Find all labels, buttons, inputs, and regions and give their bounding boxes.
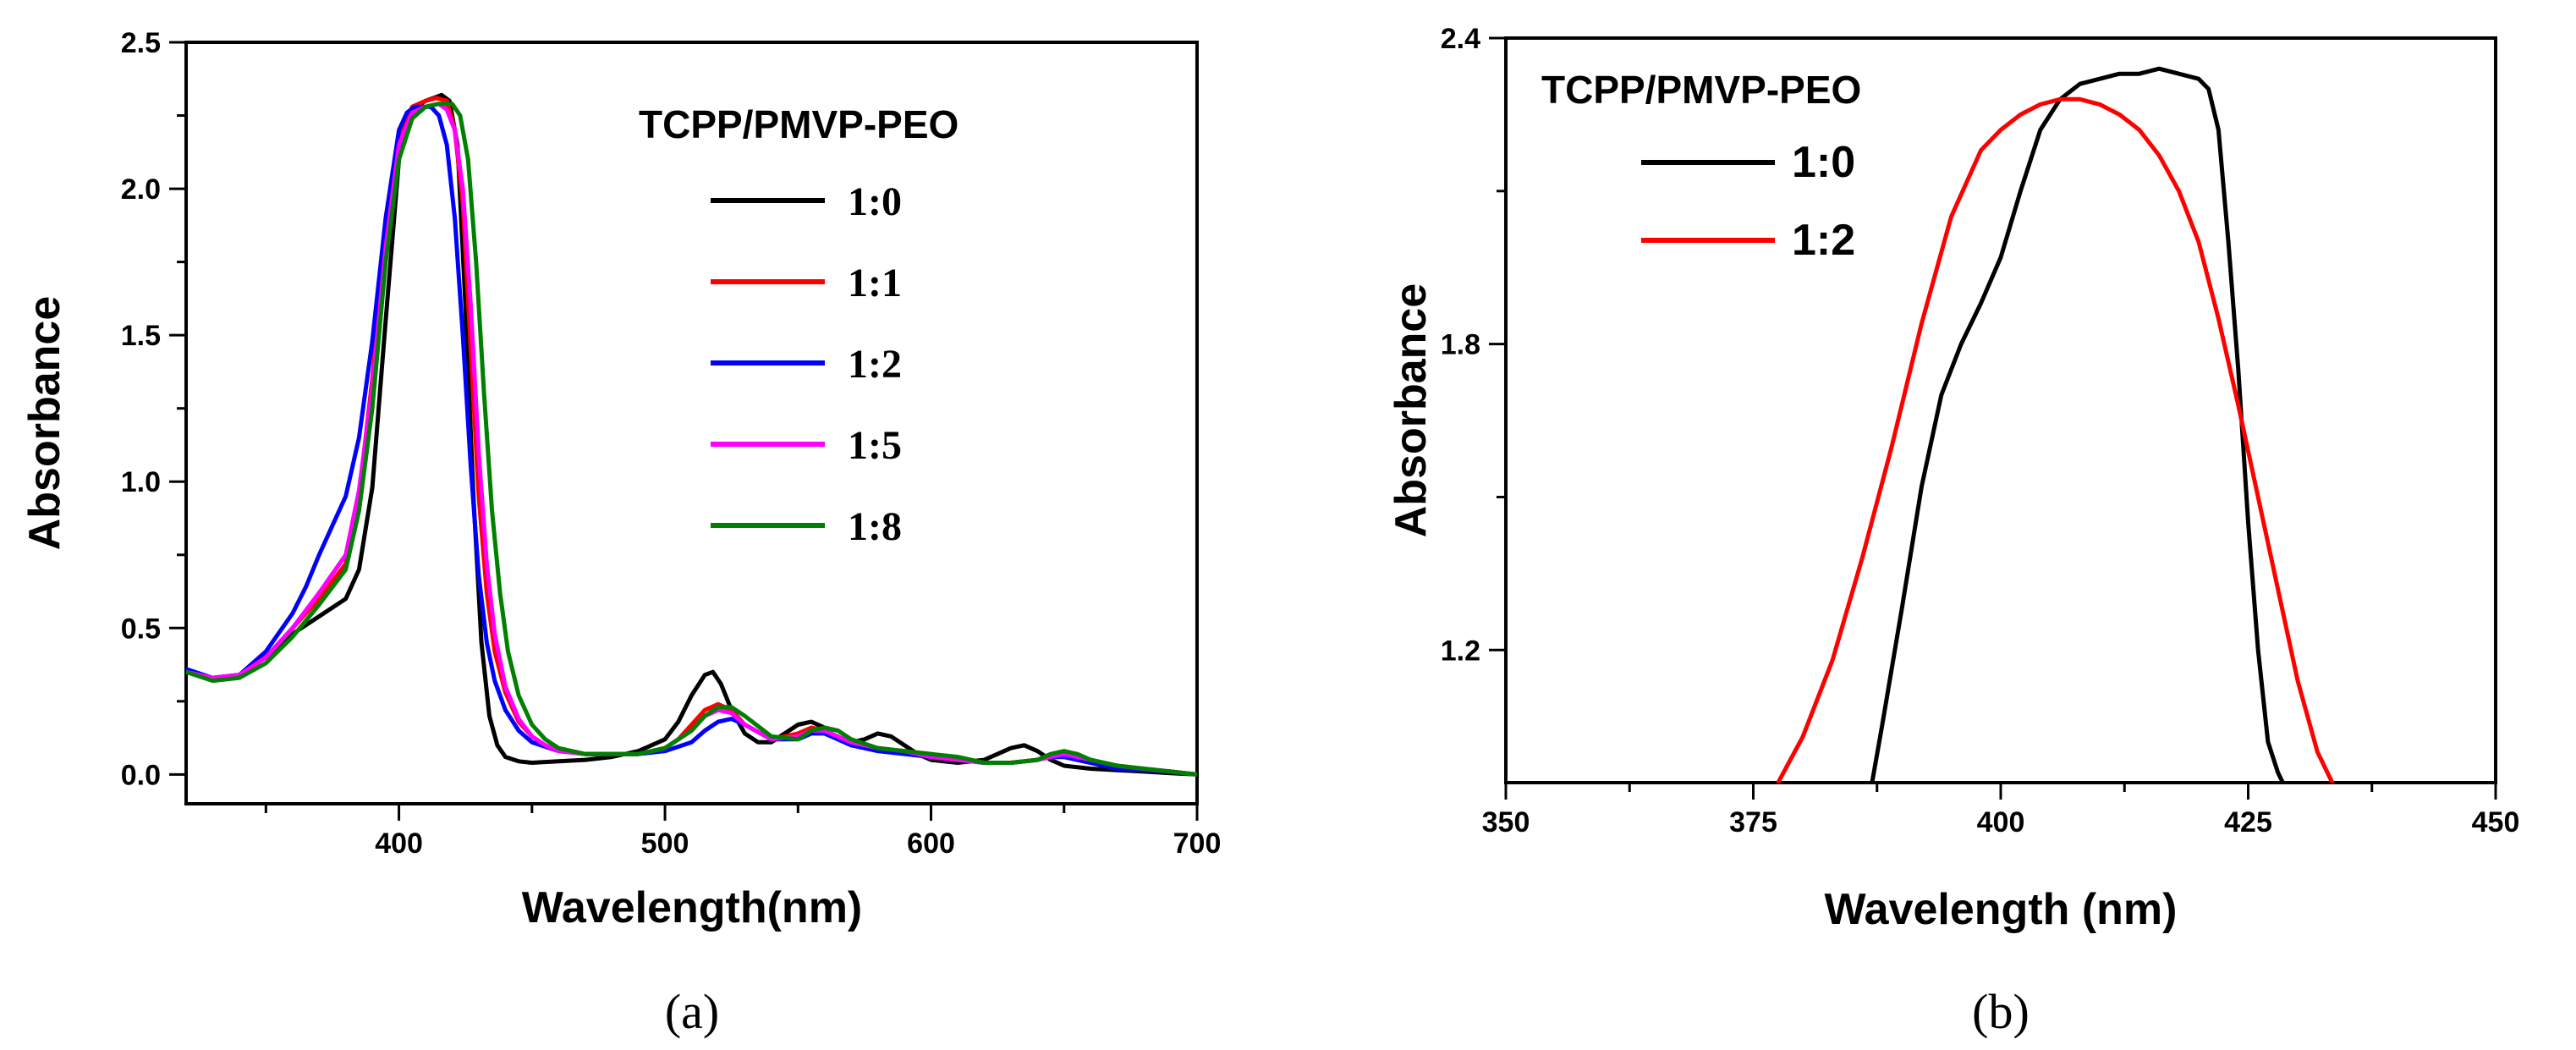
legend-title-a: TCPP/PMVP-PEO: [639, 102, 958, 146]
x-tick-label-a: 600: [907, 827, 955, 860]
x-axis-title-b: Wavelength (nm): [1825, 885, 2178, 934]
panel-b: 350 375 400 425 450 1.2 1.8 2.4 Wavelength (nm…: [1387, 23, 2519, 1039]
series-line-a-1: [186, 96, 1197, 777]
series-line-a-2: [186, 104, 1197, 777]
y-tick-label-a: 1.0: [121, 466, 161, 498]
x-tick-label-b: 375: [1729, 806, 1777, 838]
y-tick-label-b: 2.4: [1441, 23, 1480, 55]
legend-label-a-4: 1:8: [848, 504, 902, 549]
y-tick-label-b: 1.2: [1441, 635, 1480, 667]
x-tick-label-a: 400: [375, 827, 423, 860]
y-axis-a: 0.0 0.5 1.0 1.5 2.0 2.5: [121, 27, 186, 791]
series-line-b-1: [1776, 96, 2335, 783]
series-line-b-0: [1870, 66, 2285, 783]
x-tick-label-a: 700: [1173, 827, 1222, 860]
plot-frame-a: [184, 41, 1199, 805]
caption-b: (b): [1972, 984, 2029, 1039]
x-axis-b: 350 375 400 425 450: [1482, 783, 2520, 838]
x-tick-label-b: 450: [2472, 806, 2520, 838]
legend-label-a-0: 1:0: [848, 179, 902, 224]
series-line-a-4: [186, 102, 1197, 777]
legend-a: 1:0 1:1 1:2 1:5 1:8: [711, 179, 902, 549]
y-axis-title-a: Absorbance: [20, 296, 69, 551]
plot-frame-b: [1504, 36, 2497, 784]
legend-label-a-3: 1:5: [848, 423, 902, 468]
y-tick-label-a: 1.5: [121, 320, 161, 352]
y-tick-label-b: 1.8: [1441, 329, 1480, 361]
x-tick-label-b: 350: [1482, 806, 1530, 838]
x-tick-label-b: 400: [1977, 806, 2025, 838]
legend-b: 1:0 1:2: [1641, 138, 1855, 265]
y-tick-label-a: 0.5: [121, 613, 161, 645]
x-tick-label-b: 425: [2224, 806, 2272, 838]
y-axis-b: 1.2 1.8 2.4: [1441, 23, 1506, 667]
panel-a: 400 500 600 700 0.0 0.5 1.0 1.5 2.0 2.5 Waveleng…: [20, 27, 1221, 1039]
legend-label-a-2: 1:2: [848, 342, 902, 387]
y-axis-title-b: Absorbance: [1387, 283, 1436, 538]
legend-label-a-1: 1:1: [848, 261, 902, 305]
series-line-a-3: [186, 102, 1197, 777]
y-tick-label-a: 0.0: [121, 759, 161, 791]
y-tick-label-a: 2.5: [121, 27, 161, 59]
x-axis-a: 400 500 600 700: [264, 804, 1222, 860]
x-tick-label-a: 500: [641, 827, 689, 860]
y-tick-label-a: 2.0: [121, 173, 161, 206]
series-group-b: [1776, 66, 2335, 783]
caption-a: (a): [665, 984, 719, 1039]
series-group-a: [186, 92, 1197, 777]
legend-title-b: TCPP/PMVP-PEO: [1541, 68, 1861, 112]
legend-label-b-1: 1:2: [1792, 216, 1855, 265]
series-line-a-0: [186, 92, 1197, 777]
legend-label-b-0: 1:0: [1792, 138, 1855, 187]
x-axis-title-a: Wavelength(nm): [522, 883, 863, 932]
